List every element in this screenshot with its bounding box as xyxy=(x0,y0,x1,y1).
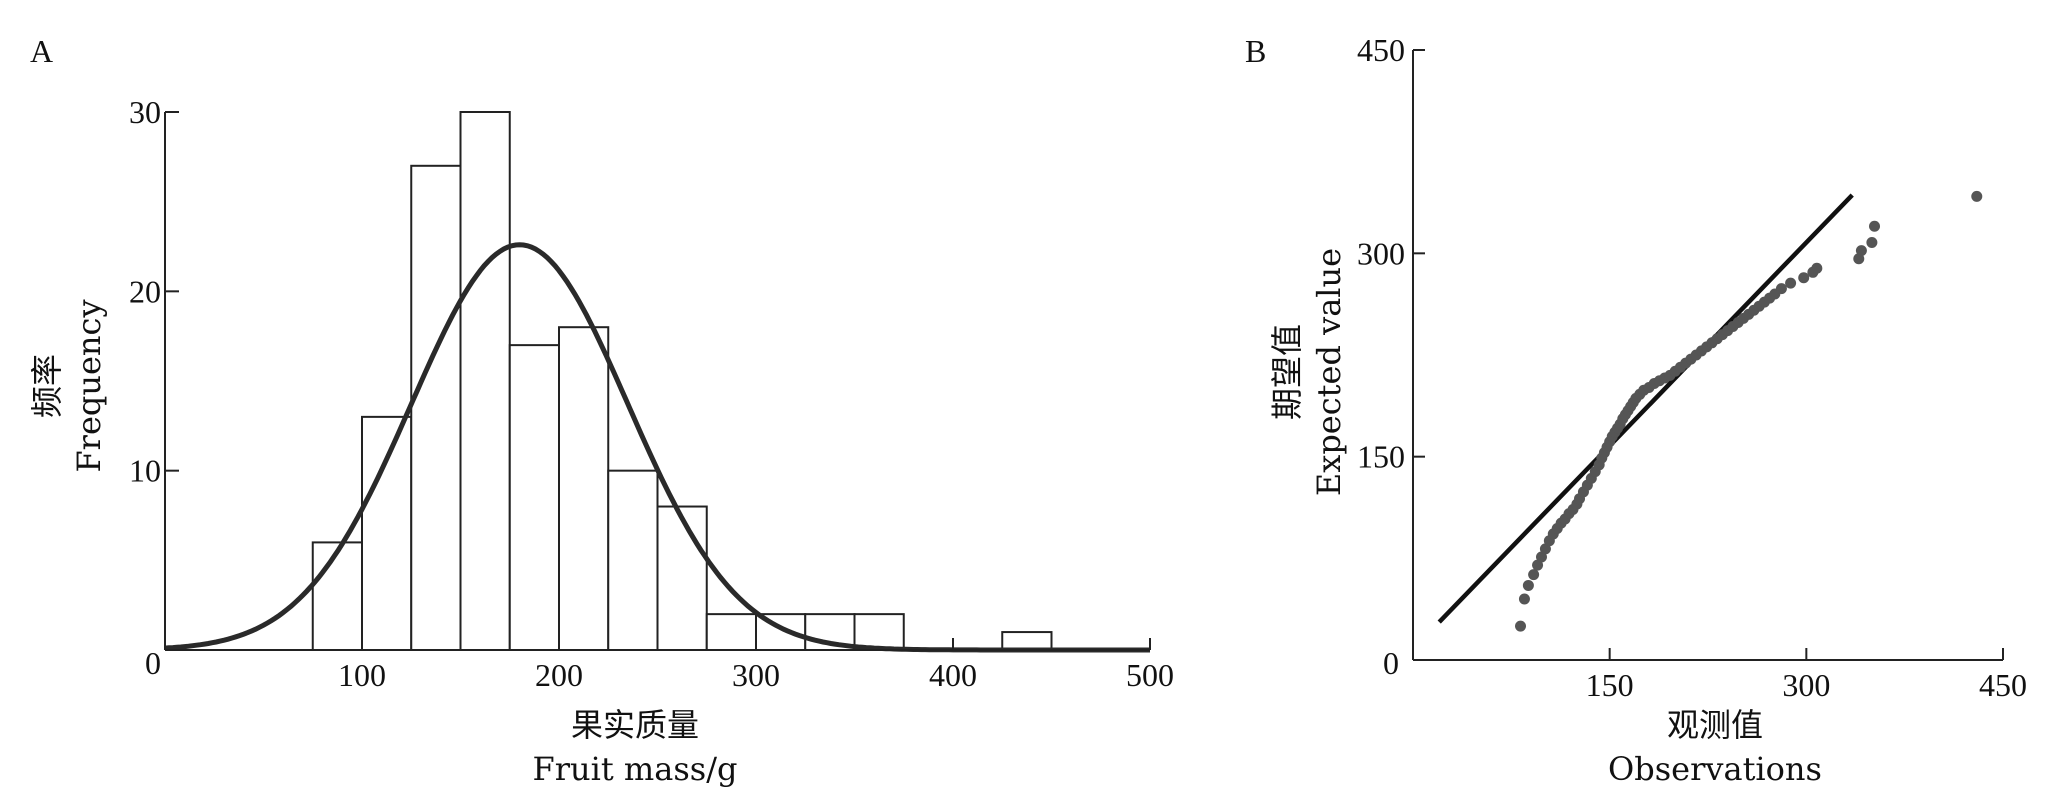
qq-plot-panel: B 150 300 450 150 300 450 0 观测值 Observations 期… xyxy=(1245,32,2027,788)
scatter-points xyxy=(1515,190,1983,632)
histogram-bar xyxy=(311,541,363,652)
histogram-bar xyxy=(1001,631,1053,651)
panel-label-a: A xyxy=(30,33,53,69)
histogram-bar xyxy=(853,613,905,652)
x-tick-label: 500 xyxy=(1126,657,1174,693)
x-axis-label-cn: 观测值 xyxy=(1667,706,1763,744)
x-axis-label: Fruit mass/g xyxy=(533,750,738,788)
scatter-point xyxy=(1528,569,1540,581)
origin-tick-label: 0 xyxy=(145,645,161,681)
scatter-point xyxy=(1539,543,1551,555)
histogram-bar xyxy=(705,613,757,652)
histogram-bar xyxy=(558,326,610,651)
scatter-point xyxy=(1785,277,1797,289)
histogram-bar xyxy=(410,164,462,652)
histogram-bars xyxy=(311,111,1053,652)
histogram-bar xyxy=(656,505,708,651)
x-tick-label: 400 xyxy=(929,657,977,693)
scatter-point xyxy=(1535,551,1547,563)
x-tick-label: 300 xyxy=(732,657,780,693)
scatter-point xyxy=(1515,620,1527,632)
x-axis-label: Observations xyxy=(1608,750,1822,788)
scatter-point xyxy=(1518,593,1530,605)
scatter-point xyxy=(1811,262,1823,274)
y-tick-label: 10 xyxy=(129,453,161,489)
y-tick-label: 30 xyxy=(129,94,161,130)
scatter-point xyxy=(1869,220,1881,232)
origin-tick-label: 0 xyxy=(1383,645,1399,681)
histogram-bar xyxy=(607,469,659,651)
scatter-point xyxy=(1866,236,1878,248)
y-tick-label: 300 xyxy=(1357,235,1405,271)
x-tick-label: 200 xyxy=(535,657,583,693)
y-axis-label-cn: 期望值 xyxy=(1268,324,1306,420)
y-axis-label: Expected value xyxy=(1310,248,1348,496)
y-tick-label: 150 xyxy=(1357,439,1405,475)
x-tick-label: 450 xyxy=(1979,667,2027,703)
histogram-panel: A 100 200 300 400 500 0 10 20 30 果实质量 Fruit mass… xyxy=(28,33,1174,788)
x-axis-label-cn: 果实质量 xyxy=(571,706,699,744)
scatter-point xyxy=(1971,190,1983,202)
x-tick-label: 300 xyxy=(1782,667,1830,703)
y-tick-label: 450 xyxy=(1357,32,1405,68)
reference-line xyxy=(1437,193,1854,624)
scatter-point xyxy=(1522,579,1534,591)
y-tick-label: 20 xyxy=(129,273,161,309)
scatter-point xyxy=(1775,283,1787,295)
scatter-point xyxy=(1855,245,1867,257)
scatter-point xyxy=(1532,559,1544,571)
histogram-bar xyxy=(459,111,511,651)
scatter-point xyxy=(1798,272,1810,284)
y-axis-label-cn: 频率 xyxy=(28,354,66,418)
x-tick-label: 100 xyxy=(338,657,386,693)
x-tick-label: 150 xyxy=(1586,667,1634,703)
axis-ticks: 100 200 300 400 500 0 10 20 30 xyxy=(129,94,1174,693)
y-axis-label: Frequency xyxy=(70,299,108,472)
panel-label-b: B xyxy=(1245,33,1266,69)
histogram-bar xyxy=(508,344,560,651)
histogram-bar xyxy=(361,415,413,651)
axis-ticks: 150 300 450 150 300 450 0 xyxy=(1357,32,2027,703)
